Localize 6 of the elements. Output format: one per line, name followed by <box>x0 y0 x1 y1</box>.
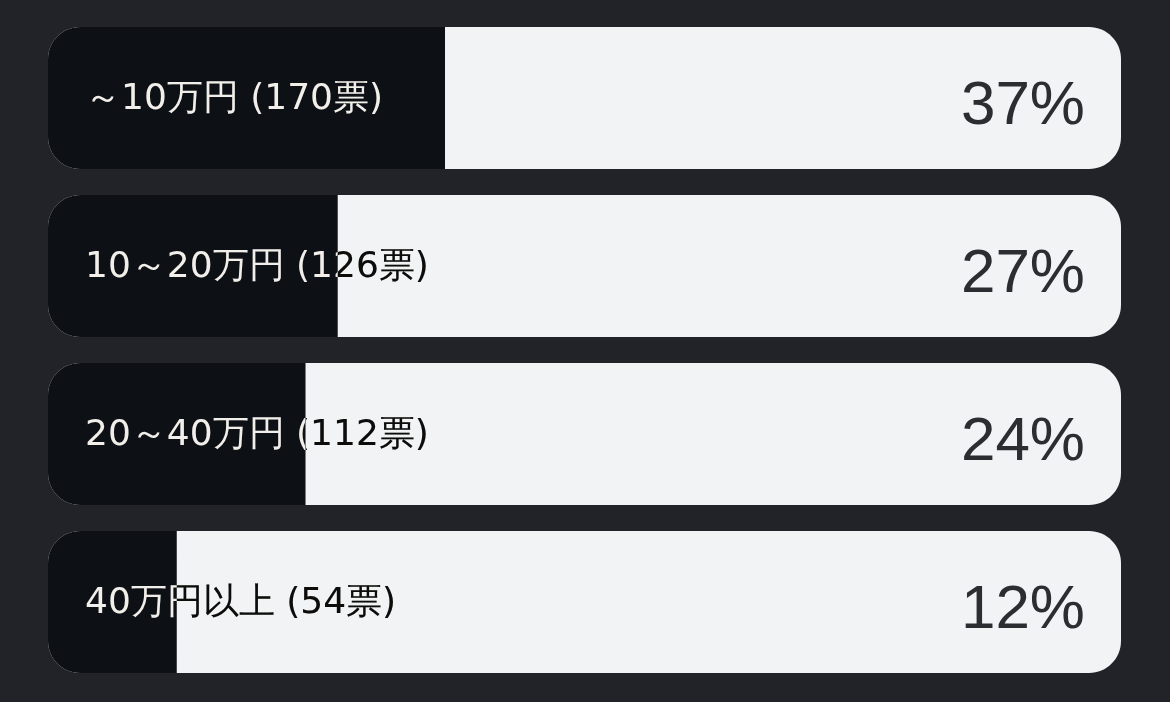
data-label: 24% <box>960 404 1085 474</box>
data-label: 27% <box>960 235 1085 305</box>
y-tick-label: 10～20万円 (126票) <box>85 243 429 285</box>
data-label: 12% <box>960 572 1085 642</box>
y-tick-label: ～10万円 (170票) <box>85 75 384 117</box>
data-label: 37% <box>960 67 1085 137</box>
